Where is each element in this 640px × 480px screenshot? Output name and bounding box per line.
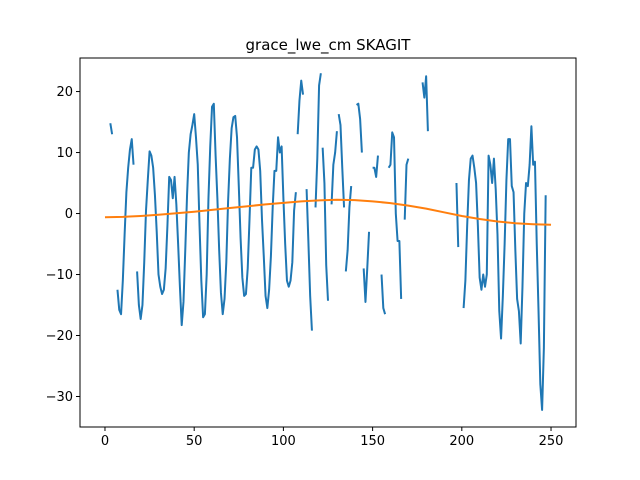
series-line-1 — [109, 73, 547, 411]
x-tick-label: 0 — [101, 434, 109, 449]
chart-title: grace_lwe_cm SKAGIT — [246, 36, 412, 55]
x-tick-label: 150 — [360, 434, 385, 449]
plot-frame — [79, 57, 577, 428]
x-tick-label: 50 — [186, 434, 203, 449]
y-tick-label: 20 — [56, 85, 73, 100]
y-tick-label: −30 — [46, 390, 73, 405]
x-tick-label: 200 — [449, 434, 474, 449]
y-tick-label: 10 — [56, 146, 73, 161]
series-line-2 — [104, 198, 552, 226]
series-layer — [104, 73, 552, 411]
x-axis: 0 50 100 150 200 250 — [101, 427, 564, 449]
y-tick-label: −10 — [46, 268, 73, 283]
x-tick-label: 250 — [539, 434, 564, 449]
y-tick-label: 0 — [65, 207, 73, 222]
y-axis: −30 −20 −10 0 10 20 — [46, 85, 80, 405]
x-tick-label: 100 — [271, 434, 296, 449]
y-tick-label: −20 — [46, 329, 73, 344]
